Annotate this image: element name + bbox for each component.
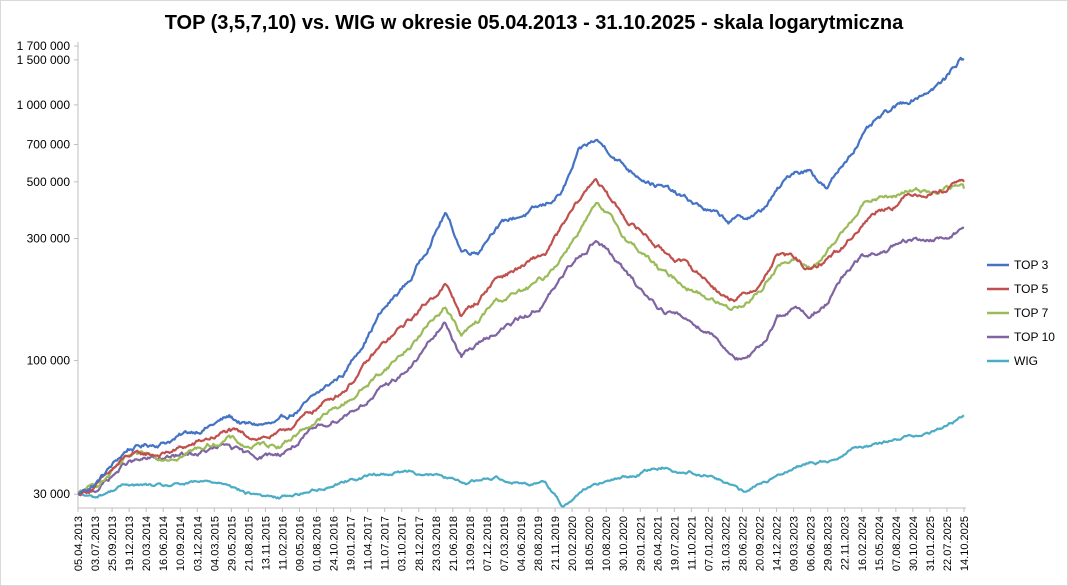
y-tick-label: 1 500 000 [17, 53, 71, 67]
x-axis-ticks: 05.04.2013 03.07.2013 25.09.2013 19.12.2013… [73, 508, 971, 571]
x-tick-label: 16.06.2014 [158, 516, 170, 571]
legend: TOP 3 TOP 5 TOP 7 TOP 10 WIG [987, 258, 1055, 368]
legend-entry: WIG [1014, 354, 1038, 368]
x-tick-label: 05.04.2013 [73, 516, 85, 571]
x-tick-label: 14.10.2025 [959, 516, 971, 571]
x-tick-label: 20.09.2022 [755, 516, 767, 571]
x-tick-label: 11.07.2017 [380, 516, 392, 570]
chart-title: TOP (3,5,7,10) vs. WIG w okresie 05.04.2… [164, 12, 904, 34]
x-tick-label: 18.05.2020 [584, 516, 596, 571]
legend-entry: TOP 3 [1014, 258, 1049, 272]
x-tick-label: 10.08.2020 [601, 516, 613, 571]
x-tick-label: 11.02.2016 [277, 516, 289, 570]
x-tick-label: 29.05.2015 [226, 516, 238, 571]
x-tick-label: 09.03.2023 [789, 516, 801, 571]
series-lines [77, 56, 966, 508]
series-line-top-10 [77, 226, 965, 495]
x-tick-label: 11.10.2021 [686, 516, 698, 570]
x-tick-label: 30.10.2024 [908, 516, 920, 571]
y-tick-label: 700 000 [27, 138, 71, 152]
x-tick-label: 31.01.2025 [925, 516, 937, 571]
x-tick-label: 28.12.2017 [414, 516, 426, 571]
x-tick-label: 07.12.2018 [482, 516, 494, 571]
x-tick-label: 21.11.2019 [550, 516, 562, 570]
legend-entry: TOP 7 [1014, 306, 1049, 320]
y-tick-label: 1 000 000 [17, 98, 71, 112]
x-tick-label: 01.08.2016 [312, 516, 324, 571]
y-tick-label: 100 000 [27, 354, 71, 368]
x-tick-label: 03.07.2013 [90, 516, 102, 571]
x-tick-label: 19.12.2013 [124, 516, 136, 571]
x-tick-label: 11.04.2017 [363, 516, 375, 570]
x-tick-label: 07.08.2024 [891, 516, 903, 571]
x-tick-label: 13.11.2015 [260, 516, 272, 570]
x-tick-label: 31.03.2022 [720, 516, 732, 571]
series-line-top-7 [77, 183, 966, 494]
y-tick-label: 30 000 [33, 487, 70, 501]
x-tick-label: 06.06.2023 [806, 516, 818, 571]
y-tick-label: 500 000 [27, 175, 71, 189]
x-tick-label: 07.01.2022 [703, 516, 715, 571]
x-tick-label: 29.08.2023 [823, 516, 835, 571]
x-tick-label: 19.07.2021 [669, 516, 681, 571]
x-tick-label: 22.11.2023 [840, 516, 852, 570]
x-tick-label: 29.01.2021 [635, 516, 647, 571]
x-tick-label: 14.12.2022 [772, 516, 784, 571]
x-tick-label: 20.02.2020 [567, 516, 579, 571]
plot-area [77, 42, 966, 509]
x-tick-label: 21.06.2018 [448, 516, 460, 571]
x-tick-label: 10.09.2014 [175, 516, 187, 571]
series-line-top-5 [77, 178, 965, 497]
legend-entry: TOP 5 [1014, 282, 1049, 296]
x-tick-label: 04.03.2015 [209, 516, 221, 571]
x-tick-label: 04.06.2019 [516, 516, 528, 571]
x-tick-label: 19.01.2017 [346, 516, 358, 571]
x-tick-label: 07.03.2019 [499, 516, 511, 571]
y-tick-label: 1 700 000 [17, 39, 71, 53]
x-tick-label: 22.07.2025 [942, 516, 954, 571]
x-tick-label: 28.08.2019 [533, 516, 545, 571]
x-tick-label: 09.05.2016 [295, 516, 307, 571]
x-tick-label: 25.09.2013 [107, 516, 119, 571]
x-tick-label: 23.03.2018 [431, 516, 443, 571]
x-tick-label: 26.04.2021 [652, 516, 664, 571]
series-line-top-3 [77, 56, 965, 495]
x-tick-label: 20.03.2014 [141, 516, 153, 571]
legend-entry: TOP 10 [1014, 330, 1055, 344]
x-tick-label: 30.10.2020 [618, 516, 630, 571]
x-tick-label: 03.10.2017 [397, 516, 409, 571]
x-tick-label: 13.09.2018 [465, 516, 477, 571]
y-tick-label: 300 000 [27, 232, 71, 246]
y-axis-ticks: 30 000 100 000 300 000 500 000 700 000 1 000 … [17, 39, 78, 501]
series-line-wig [77, 414, 965, 508]
x-tick-label: 28.06.2022 [738, 516, 750, 571]
x-tick-label: 24.10.2016 [329, 516, 341, 571]
x-tick-label: 03.12.2014 [192, 516, 204, 571]
x-tick-label: 15.05.2024 [874, 516, 886, 571]
x-tick-label: 21.08.2015 [243, 516, 255, 571]
x-tick-label: 16.02.2024 [857, 516, 869, 571]
